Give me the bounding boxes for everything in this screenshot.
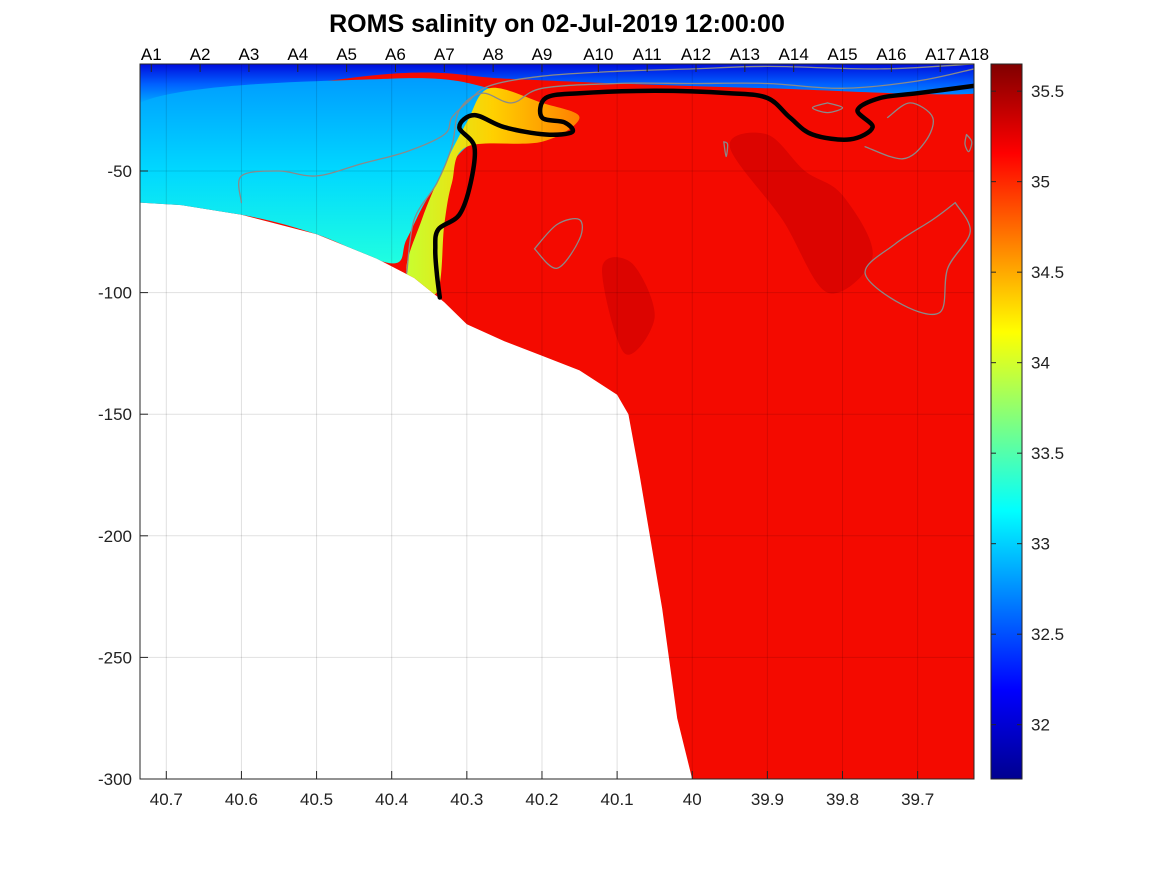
x-axis: 40.7 40.6 40.5 40.4 40.3 40.2 40.1 40 39.9 39.8 39… bbox=[150, 771, 934, 809]
x-tick-label: 40.2 bbox=[525, 790, 558, 809]
station-label: A1 bbox=[141, 45, 162, 64]
colorbar-tick-label: 33.5 bbox=[1031, 444, 1064, 463]
x-tick-label: 40.6 bbox=[225, 790, 258, 809]
contour-line bbox=[723, 141, 729, 158]
station-label: A12 bbox=[681, 45, 711, 64]
station-label: A16 bbox=[876, 45, 906, 64]
x-tick-label: 40.7 bbox=[150, 790, 183, 809]
y-tick-label: -100 bbox=[98, 284, 132, 303]
contour-line bbox=[864, 201, 971, 316]
y-tick-label: -250 bbox=[98, 648, 132, 667]
colorbar bbox=[991, 64, 1022, 779]
y-axis: -50 -100 -150 -200 -250 -300 bbox=[98, 162, 148, 789]
x-tick-label: 39.7 bbox=[901, 790, 934, 809]
x-tick-label: 40 bbox=[683, 790, 702, 809]
station-label: A4 bbox=[287, 45, 308, 64]
contour-line-35 bbox=[432, 83, 974, 300]
y-tick-label: -150 bbox=[98, 405, 132, 424]
x-tick-label: 39.9 bbox=[751, 790, 784, 809]
x-tick-label: 40.1 bbox=[601, 790, 634, 809]
contour-line bbox=[533, 218, 583, 269]
station-label: A13 bbox=[730, 45, 760, 64]
plot-frame bbox=[139, 63, 975, 780]
station-label: A18 bbox=[959, 45, 989, 64]
station-label: A15 bbox=[827, 45, 857, 64]
colorbar-frame bbox=[990, 63, 1023, 780]
contour-line bbox=[811, 102, 844, 114]
colorbar-tick-label: 34.5 bbox=[1031, 263, 1064, 282]
x-tick-label: 40.4 bbox=[375, 790, 408, 809]
salinity-zone-max-patch bbox=[729, 132, 873, 294]
y-tick-label: -200 bbox=[98, 527, 132, 546]
x-tick-label: 39.8 bbox=[826, 790, 859, 809]
colorbar-tick-label: 33 bbox=[1031, 535, 1050, 554]
x-tick-label: 40.3 bbox=[450, 790, 483, 809]
colorbar-tick-label: 35 bbox=[1031, 173, 1050, 192]
chart-title: ROMS salinity on 02-Jul-2019 12:00:00 bbox=[329, 10, 785, 38]
station-label: A8 bbox=[483, 45, 504, 64]
station-label: A7 bbox=[434, 45, 455, 64]
station-label: A2 bbox=[190, 45, 211, 64]
water-column bbox=[140, 64, 974, 779]
y-tick-label: -50 bbox=[107, 162, 132, 181]
y-tick-label: -300 bbox=[98, 770, 132, 789]
station-label: A3 bbox=[239, 45, 260, 64]
station-label: A17 bbox=[925, 45, 955, 64]
colorbar-tick-label: 35.5 bbox=[1031, 82, 1064, 101]
contour-lines bbox=[238, 64, 974, 316]
station-label: A5 bbox=[336, 45, 357, 64]
top-station-axis: A1 A2 A3 A4 A5 A6 A7 A8 A9 A10 A11 A12 A13 A14 A15 A16 A… bbox=[141, 45, 989, 72]
salinity-zone-front bbox=[406, 87, 580, 295]
contour-line bbox=[964, 133, 973, 153]
salinity-zone-max-patch bbox=[602, 257, 655, 355]
colorbar-tick-label: 32 bbox=[1031, 716, 1050, 735]
colorbar-tick-label: 32.5 bbox=[1031, 625, 1064, 644]
station-label: A9 bbox=[532, 45, 553, 64]
x-tick-label: 40.5 bbox=[300, 790, 333, 809]
salinity-zone-fresh-surface bbox=[140, 64, 974, 103]
contour-line bbox=[238, 64, 974, 204]
contour-line bbox=[864, 102, 934, 160]
station-label: A14 bbox=[779, 45, 809, 64]
colorbar-tick-label: 34 bbox=[1031, 354, 1050, 373]
contour-line bbox=[406, 68, 974, 274]
station-label: A11 bbox=[633, 45, 662, 64]
station-label: A6 bbox=[385, 45, 406, 64]
colorbar-ticks: 32 32.5 33 33.5 34 34.5 35 35.5 bbox=[991, 82, 1064, 735]
salinity-zone-mid-layer bbox=[140, 78, 528, 264]
station-label: A10 bbox=[583, 45, 613, 64]
